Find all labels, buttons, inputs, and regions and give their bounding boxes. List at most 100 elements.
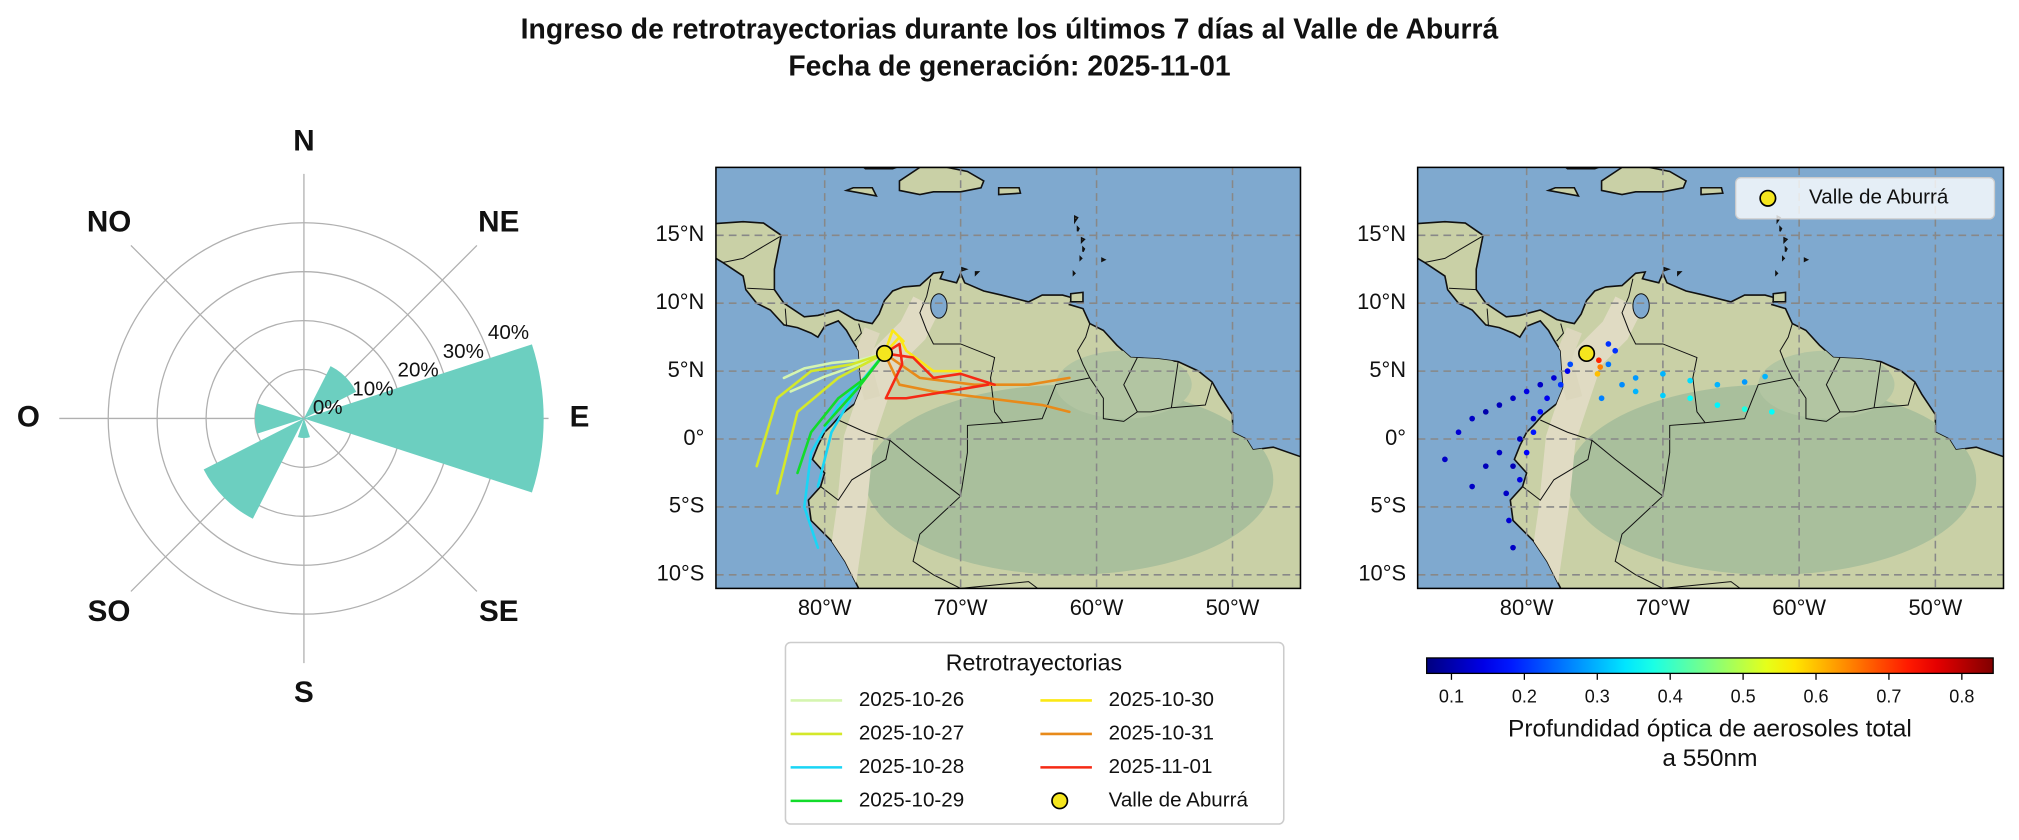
aerosol-point bbox=[1632, 375, 1639, 381]
legend-label: 2025-10-31 bbox=[1109, 721, 1214, 744]
legend-label: 2025-10-29 bbox=[859, 788, 964, 811]
trajectory bbox=[796, 352, 886, 475]
legend-label: Valle de Aburrá bbox=[1809, 186, 1949, 209]
colorbar-tick-label: 0.4 bbox=[1658, 687, 1683, 707]
aerosol-point bbox=[1605, 341, 1612, 347]
aerosol-point bbox=[1714, 402, 1721, 408]
aerosol-point bbox=[1510, 395, 1516, 402]
aerosol-point bbox=[1714, 381, 1721, 388]
aerosol-point bbox=[1612, 347, 1619, 354]
x-tick-label: 70°W bbox=[1636, 595, 1690, 620]
rose-bar bbox=[254, 403, 304, 434]
aerosol-point bbox=[1598, 395, 1605, 402]
colorbar-tick-label: 0.5 bbox=[1731, 687, 1756, 707]
x-tick-label: 70°W bbox=[934, 595, 988, 620]
direction-label: SO bbox=[88, 595, 131, 628]
y-tick-label: 15°N bbox=[1357, 221, 1406, 246]
r-tick-label: 30% bbox=[443, 340, 484, 363]
direction-label: E bbox=[570, 400, 590, 433]
aerosol-point bbox=[1741, 406, 1748, 412]
colorbar-tick-label: 0.2 bbox=[1512, 687, 1537, 707]
aerosol-point bbox=[1594, 370, 1601, 377]
rose-bar bbox=[303, 366, 357, 419]
aerosol-point bbox=[1597, 364, 1604, 370]
map-frame bbox=[1416, 166, 2005, 590]
aerosol-point bbox=[1517, 476, 1523, 483]
y-tick-label: 15°N bbox=[655, 221, 704, 246]
legend-label: 2025-10-27 bbox=[859, 721, 964, 744]
x-tick-label: 80°W bbox=[1500, 595, 1554, 620]
direction-label: O bbox=[17, 400, 40, 433]
y-tick-label: 5°N bbox=[668, 357, 705, 382]
r-tick-label: 0% bbox=[313, 396, 343, 419]
aerosol-point bbox=[1442, 456, 1448, 463]
legend-label: 2025-10-28 bbox=[859, 755, 964, 778]
aerosol-point bbox=[1596, 357, 1602, 364]
direction-label: SE bbox=[479, 595, 519, 628]
location-marker bbox=[875, 344, 894, 363]
legend-swatch bbox=[1759, 189, 1777, 207]
colorbar-tick-label: 0.6 bbox=[1803, 687, 1828, 707]
aerosol-point bbox=[1544, 395, 1550, 402]
aerosol-point bbox=[1660, 392, 1666, 399]
aerosol-point bbox=[1632, 388, 1639, 395]
aerosol-point bbox=[1510, 544, 1516, 551]
figure-title: Ingreso de retrotrayectorias durante los… bbox=[521, 13, 1499, 45]
aerosol-point bbox=[1537, 409, 1544, 415]
aerosol-point bbox=[1469, 415, 1475, 422]
x-tick-label: 50°W bbox=[1206, 595, 1260, 620]
colorbar-label: Profundidad óptica de aerosoles total bbox=[1508, 716, 1912, 743]
aerosol-point bbox=[1469, 483, 1475, 490]
legend-label: 2025-10-26 bbox=[859, 688, 964, 711]
colorbar bbox=[1426, 657, 1994, 675]
aerosol-point bbox=[1537, 381, 1544, 388]
map-area bbox=[1417, 167, 2004, 589]
legend-swatch bbox=[1051, 792, 1069, 810]
colorbar-tick-label: 0.8 bbox=[1949, 687, 1974, 707]
r-tick-label: 10% bbox=[352, 377, 393, 400]
x-tick-label: 60°W bbox=[1772, 595, 1826, 620]
legend: Retrotrayectorias 2025-10-26 2025-10-27 202… bbox=[784, 641, 1285, 825]
legend-label: 2025-10-30 bbox=[1109, 688, 1214, 711]
rose-bar bbox=[303, 344, 544, 493]
aerosol-point bbox=[1482, 463, 1489, 470]
colorbar-tick-label: 0.3 bbox=[1585, 687, 1610, 707]
aerosol-point bbox=[1762, 373, 1768, 380]
location-marker bbox=[1578, 344, 1596, 363]
map-area bbox=[715, 167, 1301, 589]
aerosol-point bbox=[1660, 370, 1666, 377]
aerosol-point bbox=[1687, 377, 1693, 384]
aerosol-point bbox=[1567, 361, 1574, 368]
colorbar-tick-label: 0.1 bbox=[1439, 687, 1464, 707]
y-tick-label: 10°N bbox=[655, 289, 704, 314]
direction-label: S bbox=[294, 676, 314, 709]
aerosol-point bbox=[1496, 449, 1503, 456]
colorbar-tick-label: 0.7 bbox=[1876, 687, 1901, 707]
y-tick-label: 5°S bbox=[669, 493, 705, 518]
r-tick-label: 20% bbox=[398, 359, 439, 382]
aerosol-point bbox=[1769, 409, 1775, 415]
x-tick-label: 50°W bbox=[1909, 595, 1963, 620]
direction-label: NO bbox=[87, 205, 131, 238]
legend-box bbox=[1735, 177, 1996, 220]
legend-title: Retrotrayectorias bbox=[946, 650, 1122, 676]
aerosol-point bbox=[1551, 375, 1557, 381]
aerosol-point bbox=[1557, 381, 1564, 388]
x-tick-label: 60°W bbox=[1070, 595, 1124, 620]
legend: Valle de Aburrá bbox=[1735, 177, 1996, 220]
direction-label: NE bbox=[478, 205, 519, 238]
aerosol-point bbox=[1687, 395, 1693, 402]
grid-spoke bbox=[130, 245, 305, 419]
y-tick-label: 10°N bbox=[1357, 289, 1406, 314]
legend-label: Valle de Aburrá bbox=[1109, 788, 1249, 811]
aerosol-point bbox=[1503, 490, 1510, 497]
direction-label: N bbox=[293, 125, 314, 158]
r-tick-label: 40% bbox=[488, 321, 529, 344]
aerosol-point bbox=[1741, 379, 1748, 385]
aerosol-point bbox=[1523, 388, 1530, 395]
aerosol-point bbox=[1530, 429, 1537, 436]
x-tick-label: 80°W bbox=[798, 595, 852, 620]
trajectory bbox=[755, 352, 886, 495]
aerosol-point bbox=[1619, 381, 1625, 388]
